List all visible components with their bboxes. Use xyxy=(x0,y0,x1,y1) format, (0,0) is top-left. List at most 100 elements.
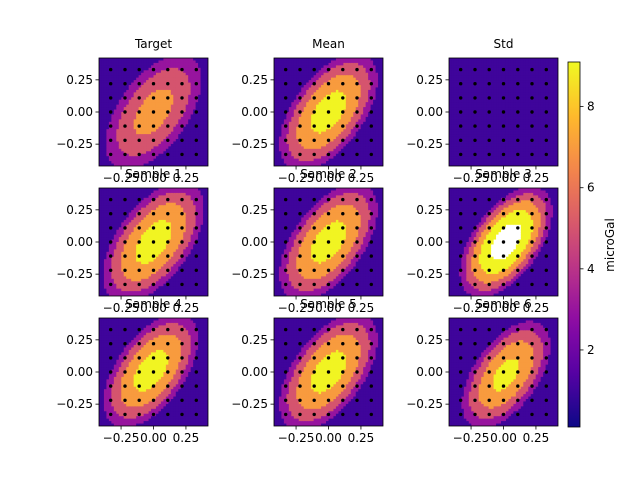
station-point xyxy=(109,342,113,346)
station-point xyxy=(123,138,127,142)
x-tick-label: −0.25 xyxy=(453,171,490,185)
station-point xyxy=(137,110,141,114)
panel-title: Std xyxy=(494,37,514,51)
station-point xyxy=(530,370,534,374)
station-point xyxy=(544,412,548,417)
x-tick-label: −0.25 xyxy=(103,431,140,445)
station-point xyxy=(109,110,113,114)
station-point xyxy=(109,254,113,258)
station-point xyxy=(166,226,170,230)
x-tick-label: 0.25 xyxy=(348,301,375,315)
station-point xyxy=(312,254,316,258)
station-point xyxy=(180,356,184,360)
station-point xyxy=(459,226,463,230)
station-point xyxy=(530,240,534,244)
station-point xyxy=(109,327,113,332)
station-point xyxy=(355,268,359,272)
x-tick-label: 0.00 xyxy=(315,301,342,315)
station-point xyxy=(180,282,184,287)
station-point xyxy=(501,268,506,272)
station-point xyxy=(166,110,170,114)
station-point xyxy=(487,282,491,287)
station-point xyxy=(355,96,359,100)
station-point xyxy=(298,212,302,216)
panel-title: Sample 1 xyxy=(125,167,181,181)
station-point xyxy=(473,254,477,258)
station-point xyxy=(501,82,506,86)
station-point xyxy=(459,254,463,258)
station-point xyxy=(530,82,534,86)
station-point xyxy=(298,240,302,244)
station-point xyxy=(544,282,548,287)
panel-title: Mean xyxy=(312,37,345,51)
station-markers xyxy=(459,67,548,157)
station-point xyxy=(516,152,520,157)
station-point xyxy=(284,96,288,100)
station-point xyxy=(487,384,491,388)
station-point xyxy=(501,197,506,202)
station-point xyxy=(194,67,198,72)
x-tick-label: 0.25 xyxy=(523,431,550,445)
station-point xyxy=(326,342,331,346)
station-point xyxy=(459,282,463,287)
panel-title: Sample 3 xyxy=(475,167,531,181)
station-point xyxy=(180,67,184,72)
station-point xyxy=(544,268,548,272)
station-point xyxy=(369,96,373,100)
station-point xyxy=(369,152,373,157)
station-point xyxy=(284,412,288,417)
station-point xyxy=(180,268,184,272)
station-point xyxy=(180,110,184,114)
station-point xyxy=(544,384,548,388)
station-point xyxy=(312,384,316,388)
station-point xyxy=(473,96,477,100)
station-point xyxy=(473,138,477,142)
station-point xyxy=(123,342,127,346)
station-point xyxy=(194,412,198,417)
station-point xyxy=(544,398,548,402)
station-point xyxy=(166,240,170,244)
station-point xyxy=(312,240,316,244)
station-point xyxy=(109,226,113,230)
station-point xyxy=(487,342,491,346)
station-markers xyxy=(284,67,373,157)
x-tick-label: 0.00 xyxy=(315,171,342,185)
station-point xyxy=(516,384,520,388)
colorbar: 2 4 6 8 microGal xyxy=(567,61,617,428)
station-point xyxy=(326,327,331,332)
station-point xyxy=(151,254,156,258)
station-point xyxy=(459,240,463,244)
station-point xyxy=(151,327,156,332)
station-point xyxy=(312,110,316,114)
station-point xyxy=(369,197,373,202)
station-point xyxy=(151,110,156,114)
station-point xyxy=(123,240,127,244)
station-point xyxy=(137,240,141,244)
station-point xyxy=(109,212,113,216)
station-point xyxy=(326,82,331,86)
y-tick-label: 0.25 xyxy=(241,203,268,217)
station-point xyxy=(194,138,198,142)
station-point xyxy=(369,327,373,332)
station-point xyxy=(516,96,520,100)
station-point xyxy=(109,138,113,142)
station-point xyxy=(459,327,463,332)
station-point xyxy=(355,327,359,332)
station-point xyxy=(312,370,316,374)
station-point xyxy=(473,268,477,272)
station-point xyxy=(369,384,373,388)
station-point xyxy=(326,152,331,157)
station-point xyxy=(516,370,520,374)
colorbar-label: microGal xyxy=(603,218,617,272)
station-point xyxy=(473,412,477,417)
station-point xyxy=(123,82,127,86)
station-point xyxy=(341,384,345,388)
station-point xyxy=(544,212,548,216)
station-point xyxy=(459,82,463,86)
station-point xyxy=(312,124,316,128)
station-point xyxy=(109,268,113,272)
x-tick-label: 0.25 xyxy=(523,301,550,315)
station-point xyxy=(516,268,520,272)
